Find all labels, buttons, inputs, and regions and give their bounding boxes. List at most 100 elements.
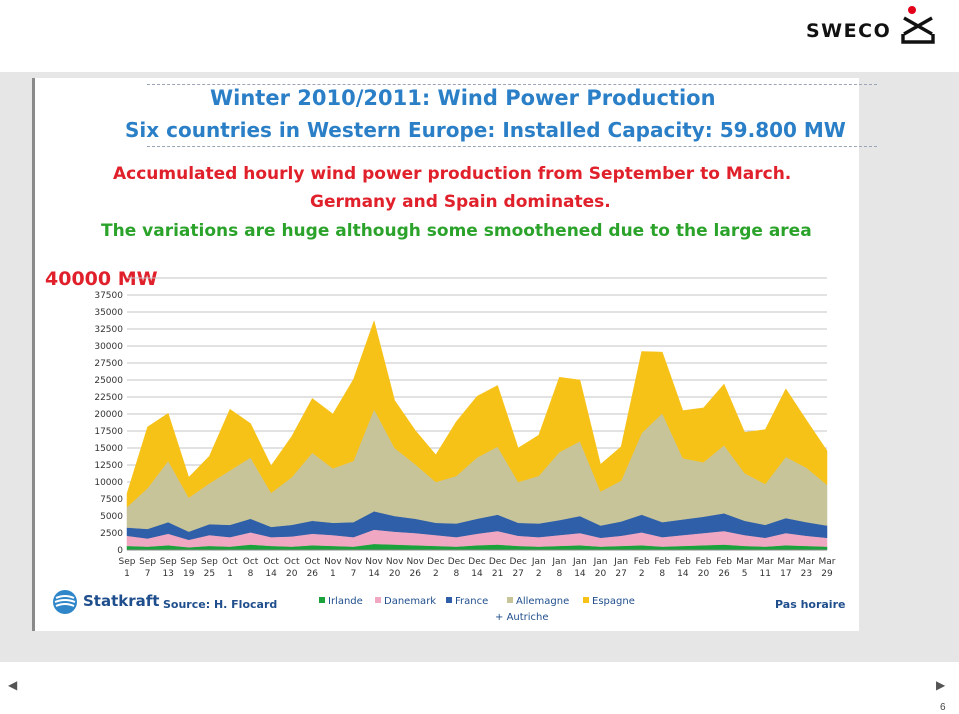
y-tick-label: 22500 <box>94 393 123 403</box>
x-tick-month: Nov <box>365 557 383 567</box>
note-line-3: The variations are huge although some sm… <box>101 221 812 241</box>
legend-swatch <box>375 597 381 603</box>
x-tick-month: Feb <box>634 557 650 567</box>
legend-label: Allemagne <box>516 596 570 607</box>
y-tick-label: 20000 <box>94 410 123 420</box>
legend-item-espagne: Espagne <box>583 596 635 607</box>
y-tick-label: 10000 <box>94 478 123 488</box>
y-tick-label: 12500 <box>94 461 123 471</box>
statkraft-name: Statkraft <box>83 592 160 610</box>
x-tick-month: Nov <box>345 557 363 567</box>
x-tick-day: 14 <box>677 569 689 579</box>
max-capacity-label: 40000 MW <box>45 268 158 290</box>
slide-subtitle: Six countries in Western Europe: Install… <box>125 118 846 142</box>
x-tick-month: Dec <box>468 557 485 567</box>
time-step-label: Pas horaire <box>775 598 846 611</box>
x-tick-day: 2 <box>433 569 439 579</box>
x-tick-day: 7 <box>351 569 357 579</box>
y-tick-label: 5000 <box>100 512 123 522</box>
x-tick-day: 14 <box>265 569 277 579</box>
x-tick-day: 8 <box>454 569 460 579</box>
legend-label: Danemark <box>384 596 437 607</box>
x-tick-day: 11 <box>760 569 771 579</box>
slide-image: Winter 2010/2011: Wind Power Production … <box>32 78 877 631</box>
y-tick-label: 17500 <box>94 427 123 437</box>
statkraft-logo: Statkraft <box>51 588 171 618</box>
divider-top <box>147 84 877 85</box>
x-tick-month: Sep <box>139 557 156 567</box>
x-tick-month: Mar <box>819 557 836 567</box>
x-tick-month: Oct <box>284 557 300 567</box>
x-tick-day: 14 <box>368 569 380 579</box>
sweco-wordmark: SWECO <box>806 20 892 42</box>
x-tick-month: Nov <box>324 557 342 567</box>
x-tick-day: 20 <box>595 569 607 579</box>
legend-label: Espagne <box>592 596 635 607</box>
legend-label: France <box>455 596 489 607</box>
source-label: Source: H. Flocard <box>163 598 278 611</box>
legend-swatch <box>507 597 513 603</box>
next-slide-button[interactable]: ▶ <box>936 678 946 692</box>
page-number: 6 <box>940 702 946 713</box>
x-tick-day: 8 <box>248 569 254 579</box>
x-tick-month: Oct <box>222 557 238 567</box>
x-tick-month: Jan <box>593 557 608 567</box>
x-tick-day: 23 <box>801 569 812 579</box>
legend-item-autriche: + Autriche <box>495 612 549 623</box>
legend-item-danemark: Danemark <box>375 596 436 607</box>
x-tick-day: 20 <box>389 569 401 579</box>
y-tick-label: 25000 <box>94 376 123 386</box>
sweco-emblem-icon <box>901 6 935 44</box>
x-tick-month: Mar <box>736 557 753 567</box>
y-tick-label: 15000 <box>94 444 123 454</box>
y-tick-label: 35000 <box>94 308 123 318</box>
x-tick-day: 27 <box>512 569 523 579</box>
x-tick-day: 8 <box>556 569 562 579</box>
x-tick-month: Oct <box>263 557 279 567</box>
x-tick-day: 29 <box>821 569 833 579</box>
x-tick-month: Feb <box>654 557 670 567</box>
x-tick-day: 19 <box>183 569 195 579</box>
x-tick-month: Sep <box>180 557 197 567</box>
x-tick-month: Jan <box>551 557 566 567</box>
y-tick-label: 30000 <box>94 342 123 352</box>
x-tick-month: Dec <box>489 557 506 567</box>
x-tick-month: Jan <box>531 557 546 567</box>
x-tick-month: Feb <box>675 557 691 567</box>
x-tick-month: Oct <box>243 557 259 567</box>
x-tick-month: Sep <box>160 557 177 567</box>
previous-slide-button[interactable]: ◀ <box>8 678 18 692</box>
legend-item-irlande: Irlande <box>319 596 363 607</box>
x-tick-day: 14 <box>471 569 483 579</box>
x-tick-day: 13 <box>162 569 173 579</box>
x-tick-day: 7 <box>145 569 151 579</box>
x-tick-day: 8 <box>659 569 665 579</box>
y-tick-label: 27500 <box>94 359 123 369</box>
y-tick-label: 37500 <box>94 291 123 301</box>
x-tick-month: Mar <box>798 557 815 567</box>
x-tick-day: 1 <box>330 569 336 579</box>
wind-production-chart: 0250050007500100001250015000175002000022… <box>94 277 836 579</box>
legend-swatch <box>583 597 589 603</box>
x-tick-day: 2 <box>536 569 542 579</box>
x-tick-day: 14 <box>574 569 586 579</box>
x-tick-day: 20 <box>286 569 298 579</box>
note-line-2: Germany and Spain dominates. <box>310 192 611 212</box>
legend-swatch <box>319 597 325 603</box>
legend-label: Irlande <box>328 596 363 607</box>
series-area-espagne <box>126 319 828 508</box>
x-tick-month: Nov <box>406 557 424 567</box>
y-tick-label: 2500 <box>100 529 123 539</box>
x-tick-month: Dec <box>448 557 465 567</box>
x-tick-month: Oct <box>305 557 321 567</box>
x-tick-day: 26 <box>410 569 422 579</box>
sweco-logo: SWECO <box>806 4 938 46</box>
x-tick-month: Mar <box>757 557 774 567</box>
y-tick-label: 32500 <box>94 325 123 335</box>
x-tick-month: Jan <box>572 557 587 567</box>
legend-item-france: France <box>446 596 488 607</box>
slide-title: Winter 2010/2011: Wind Power Production <box>210 86 716 110</box>
x-tick-day: 20 <box>698 569 710 579</box>
x-tick-month: Jan <box>613 557 628 567</box>
divider-middle <box>147 146 877 147</box>
